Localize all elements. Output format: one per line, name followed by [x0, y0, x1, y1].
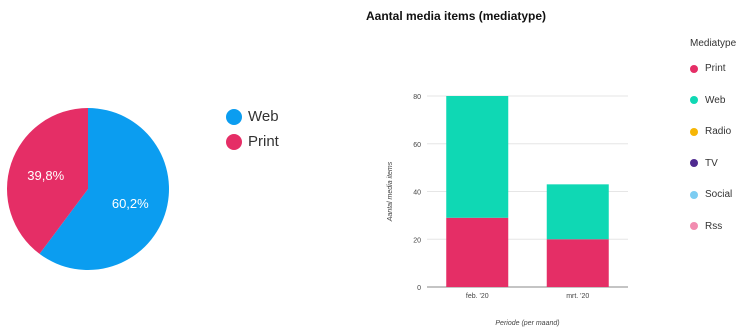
bar-legend: Mediatype Print Web Radio TV Social Rss [690, 38, 736, 242]
pie-slice-print[interactable] [6, 108, 88, 254]
x-axis-label: Periode (per maand) [495, 320, 559, 327]
bar-print-feb-20[interactable] [446, 217, 509, 287]
y-axis-label: Aantal media items [387, 161, 394, 222]
bar-legend-item-web[interactable]: Web [690, 85, 736, 117]
bar-legend-label-radio: Radio [705, 126, 732, 138]
pie-slice-web[interactable] [39, 108, 169, 270]
bar-legend-swatch-tv [690, 159, 698, 168]
x-tick-label-mrt-20: mrt. '20 [566, 293, 589, 300]
pie-slice-label-print: 39,8% [27, 168, 64, 183]
pie-legend-label-print: Print [248, 133, 279, 150]
bar-legend-label-rss: Rss [705, 220, 723, 232]
pie-slice-label-web: 60,2% [112, 196, 149, 211]
bar-chart-title: Aantal media items (mediatype) [366, 9, 547, 23]
y-tick-label-60: 60 [413, 142, 421, 149]
bar-legend-swatch-social [690, 190, 698, 199]
bar-legend-item-radio[interactable]: Radio [690, 116, 736, 148]
bar-legend-title: Mediatype [690, 38, 737, 49]
pie-legend-swatch-print [226, 133, 242, 150]
pie-legend-label-web: Web [248, 108, 279, 125]
pie-legend-swatch-web [226, 108, 242, 125]
bar-web-feb-20[interactable] [446, 96, 509, 218]
y-tick-label-40: 40 [413, 190, 421, 197]
bar-legend-swatch-rss [690, 222, 698, 231]
bar-legend-item-social[interactable]: Social [690, 179, 736, 211]
pie-legend-item-web[interactable]: Web [226, 104, 279, 129]
bar-legend-item-print[interactable]: Print [690, 53, 736, 85]
pie-legend-item-print[interactable]: Print [226, 129, 279, 154]
bar-legend-item-rss[interactable]: Rss [690, 211, 736, 243]
y-tick-label-0: 0 [417, 285, 421, 292]
bar-legend-label-web: Web [705, 94, 726, 106]
bar-print-mrt-20[interactable] [546, 239, 609, 287]
bar-legend-swatch-print [690, 64, 698, 73]
pie-legend: Web Print [226, 104, 279, 154]
bar-legend-label-print: Print [705, 63, 726, 75]
bar-legend-label-tv: TV [705, 157, 718, 169]
y-tick-label-80: 80 [413, 94, 421, 101]
bar-legend-label-social: Social [705, 189, 733, 201]
bar-legend-swatch-web [690, 96, 698, 105]
x-tick-label-feb-20: feb. '20 [466, 293, 489, 300]
bar-web-mrt-20[interactable] [546, 184, 609, 240]
bar-legend-swatch-radio [690, 127, 698, 136]
bar-legend-item-tv[interactable]: TV [690, 148, 736, 180]
y-tick-label-20: 20 [413, 237, 421, 244]
